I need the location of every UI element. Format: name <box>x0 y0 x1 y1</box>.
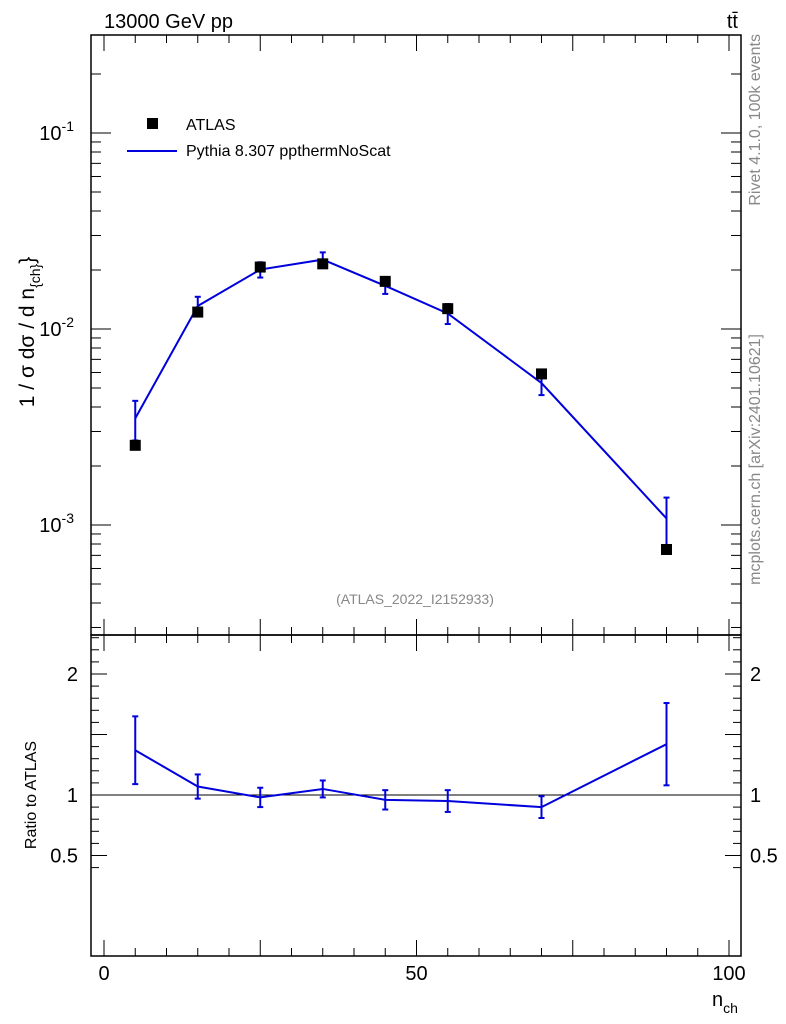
ratio-line <box>134 743 667 809</box>
legend-atlas-label: ATLAS <box>186 117 236 134</box>
data-point <box>254 261 266 273</box>
mc-line <box>134 258 668 520</box>
x-axis-label: nch <box>712 989 738 1016</box>
data-point <box>661 543 672 555</box>
x-tick-label: 100 <box>712 963 745 985</box>
ratio-tick-label: 2 <box>67 664 78 686</box>
legend-mc-label: Pythia 8.307 ppthermNoScat <box>186 143 391 160</box>
x-tick-label: 0 <box>98 963 109 985</box>
ratio-tick-label: 0.5 <box>50 846 78 868</box>
data-point <box>379 275 391 287</box>
header-left: 13000 GeV pp <box>104 11 233 33</box>
svg-text:nch: nch <box>712 989 738 1016</box>
data-point <box>317 258 329 270</box>
legend-atlas-marker <box>147 118 158 129</box>
ratio-tick-label-right: 1 <box>750 785 761 807</box>
data-point <box>536 368 547 380</box>
ratio-tick-label-right: 2 <box>750 664 761 686</box>
rivet-label: Rivet 4.1.0, 100k events <box>747 34 764 206</box>
mcplots-label: mcplots.cern.ch [arXiv:2401.10621] <box>747 334 764 585</box>
y-tick-label: 10-1 <box>39 118 74 145</box>
data-point <box>129 439 141 451</box>
y-tick-label: 10-2 <box>39 314 74 341</box>
analysis-id: (ATLAS_2022_I2152933) <box>336 591 494 607</box>
header-right: tt̄ <box>727 11 739 33</box>
legend: ATLAS Pythia 8.307 ppthermNoScat <box>127 117 391 160</box>
data-point <box>192 306 204 318</box>
ratio-y-axis-label: Ratio to ATLAS <box>23 741 40 849</box>
x-tick-label: 50 <box>405 963 427 985</box>
data-point <box>442 303 454 315</box>
ratio-tick-label: 1 <box>67 785 78 807</box>
ratio-tick-label-right: 0.5 <box>750 846 778 868</box>
y-tick-label: 10-3 <box>39 510 74 537</box>
